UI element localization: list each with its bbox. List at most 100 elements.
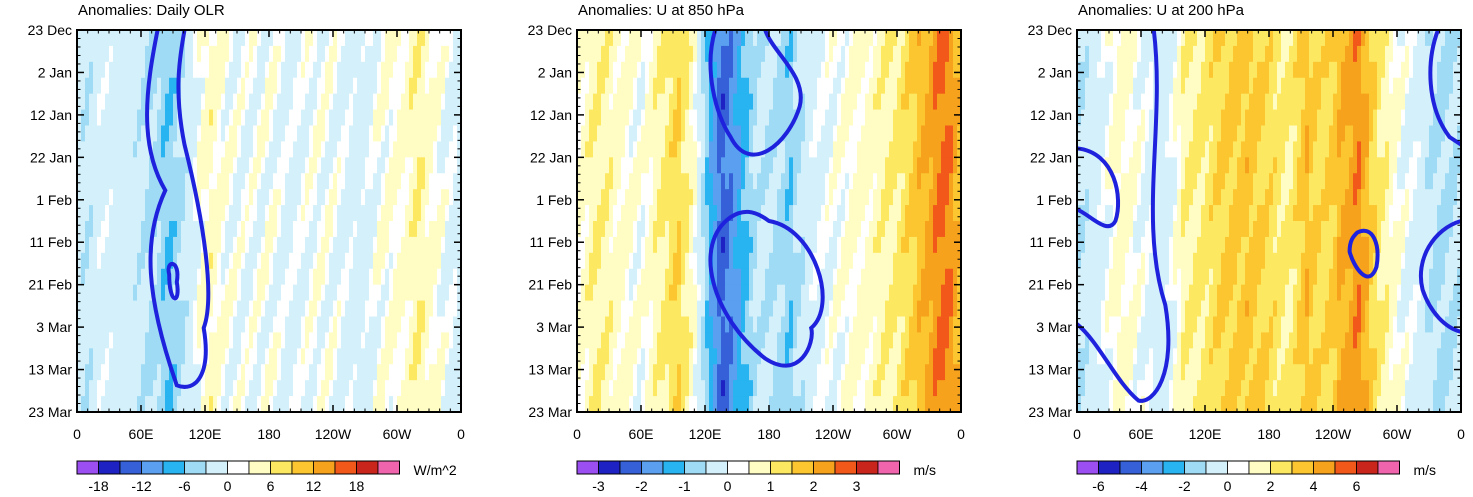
- field-cell: [945, 109, 950, 127]
- field-cell: [829, 125, 834, 143]
- field-cell: [377, 189, 382, 206]
- field-cell: [221, 93, 226, 111]
- field-cell: [917, 284, 922, 302]
- field-cell: [717, 284, 722, 302]
- field-cell: [161, 45, 166, 63]
- field-cell: [141, 316, 146, 334]
- field-cell: [205, 125, 210, 143]
- field-cell: [601, 61, 606, 79]
- field-cell: [105, 221, 110, 238]
- field-cell: [445, 252, 450, 270]
- field-cell: [381, 141, 386, 158]
- field-cell: [237, 125, 242, 143]
- field-cell: [581, 77, 586, 95]
- field-cell: [805, 284, 810, 302]
- field-cell: [721, 125, 726, 143]
- field-cell: [85, 348, 90, 365]
- field-cell: [925, 300, 930, 318]
- field-cell: [921, 268, 926, 286]
- field-cell: [205, 173, 210, 190]
- field-cell: [257, 236, 262, 254]
- field-cell: [125, 221, 130, 238]
- field-cell: [357, 157, 362, 174]
- field-cell: [593, 141, 598, 158]
- field-cell: [617, 141, 622, 158]
- field-cell: [881, 61, 886, 79]
- field-cell: [661, 268, 666, 286]
- field-cell: [425, 205, 430, 222]
- field-cell: [229, 125, 234, 143]
- field-cell: [109, 300, 114, 318]
- field-cell: [385, 380, 390, 397]
- field-cell: [757, 348, 762, 365]
- field-cell: [185, 45, 190, 63]
- colorbar-swatch: [377, 460, 400, 475]
- field-cell: [637, 221, 642, 238]
- field-cell: [121, 45, 126, 63]
- field-cell: [213, 173, 218, 190]
- field-cell: [705, 252, 710, 270]
- field-cell: [741, 364, 746, 381]
- field-cell: [781, 284, 786, 302]
- field-cell: [725, 332, 730, 349]
- field-cell: [917, 300, 922, 318]
- field-cell: [917, 252, 922, 270]
- field-cell: [605, 380, 610, 397]
- field-cell: [109, 348, 114, 365]
- field-cell: [301, 77, 306, 95]
- field-cell: [117, 380, 122, 397]
- field-cell: [177, 189, 182, 206]
- field-cell: [585, 396, 590, 413]
- field-cell: [849, 316, 854, 334]
- field-cell: [369, 236, 374, 254]
- field-cell: [77, 125, 82, 143]
- field-cell: [705, 61, 710, 79]
- field-cell: [437, 316, 442, 334]
- field-cell: [125, 364, 130, 381]
- field-cell: [137, 332, 142, 349]
- field-cell: [701, 93, 706, 111]
- field-cell: [697, 316, 702, 334]
- field-cell: [821, 30, 826, 47]
- field-cell: [593, 284, 598, 302]
- field-cell: [725, 93, 730, 111]
- field-cell: [161, 316, 166, 334]
- field-cell: [425, 189, 430, 206]
- field-cell: [377, 30, 382, 47]
- field-cell: [209, 109, 214, 127]
- field-cell: [273, 61, 278, 79]
- field-cell: [245, 77, 250, 95]
- field-cell: [837, 125, 842, 143]
- field-cell: [317, 189, 322, 206]
- field-cell: [181, 300, 186, 318]
- field-cell: [169, 316, 174, 334]
- field-cell: [169, 252, 174, 270]
- field-cell: [405, 141, 410, 158]
- field-cell: [373, 157, 378, 174]
- field-cell: [381, 77, 386, 95]
- field-cell: [905, 236, 910, 254]
- field-cell: [289, 396, 294, 413]
- field-cell: [785, 300, 790, 318]
- field-cell: [345, 125, 350, 143]
- field-cell: [937, 189, 942, 206]
- field-cell: [893, 332, 898, 349]
- field-cell: [581, 268, 586, 286]
- field-cell: [921, 109, 926, 127]
- field-cell: [453, 205, 458, 222]
- field-cell: [241, 316, 246, 334]
- field-cell: [89, 364, 94, 381]
- field-cell: [213, 316, 218, 334]
- field-cell: [809, 189, 814, 206]
- field-cell: [741, 173, 746, 190]
- field-cell: [957, 316, 962, 334]
- field-cell: [245, 157, 250, 174]
- field-cell: [709, 332, 714, 349]
- field-cell: [145, 348, 150, 365]
- field-cell: [809, 205, 814, 222]
- field-cell: [81, 157, 86, 174]
- field-cell: [157, 157, 162, 174]
- field-cell: [869, 157, 874, 174]
- field-cell: [273, 268, 278, 286]
- y-tick-label: 1 Feb: [36, 192, 72, 208]
